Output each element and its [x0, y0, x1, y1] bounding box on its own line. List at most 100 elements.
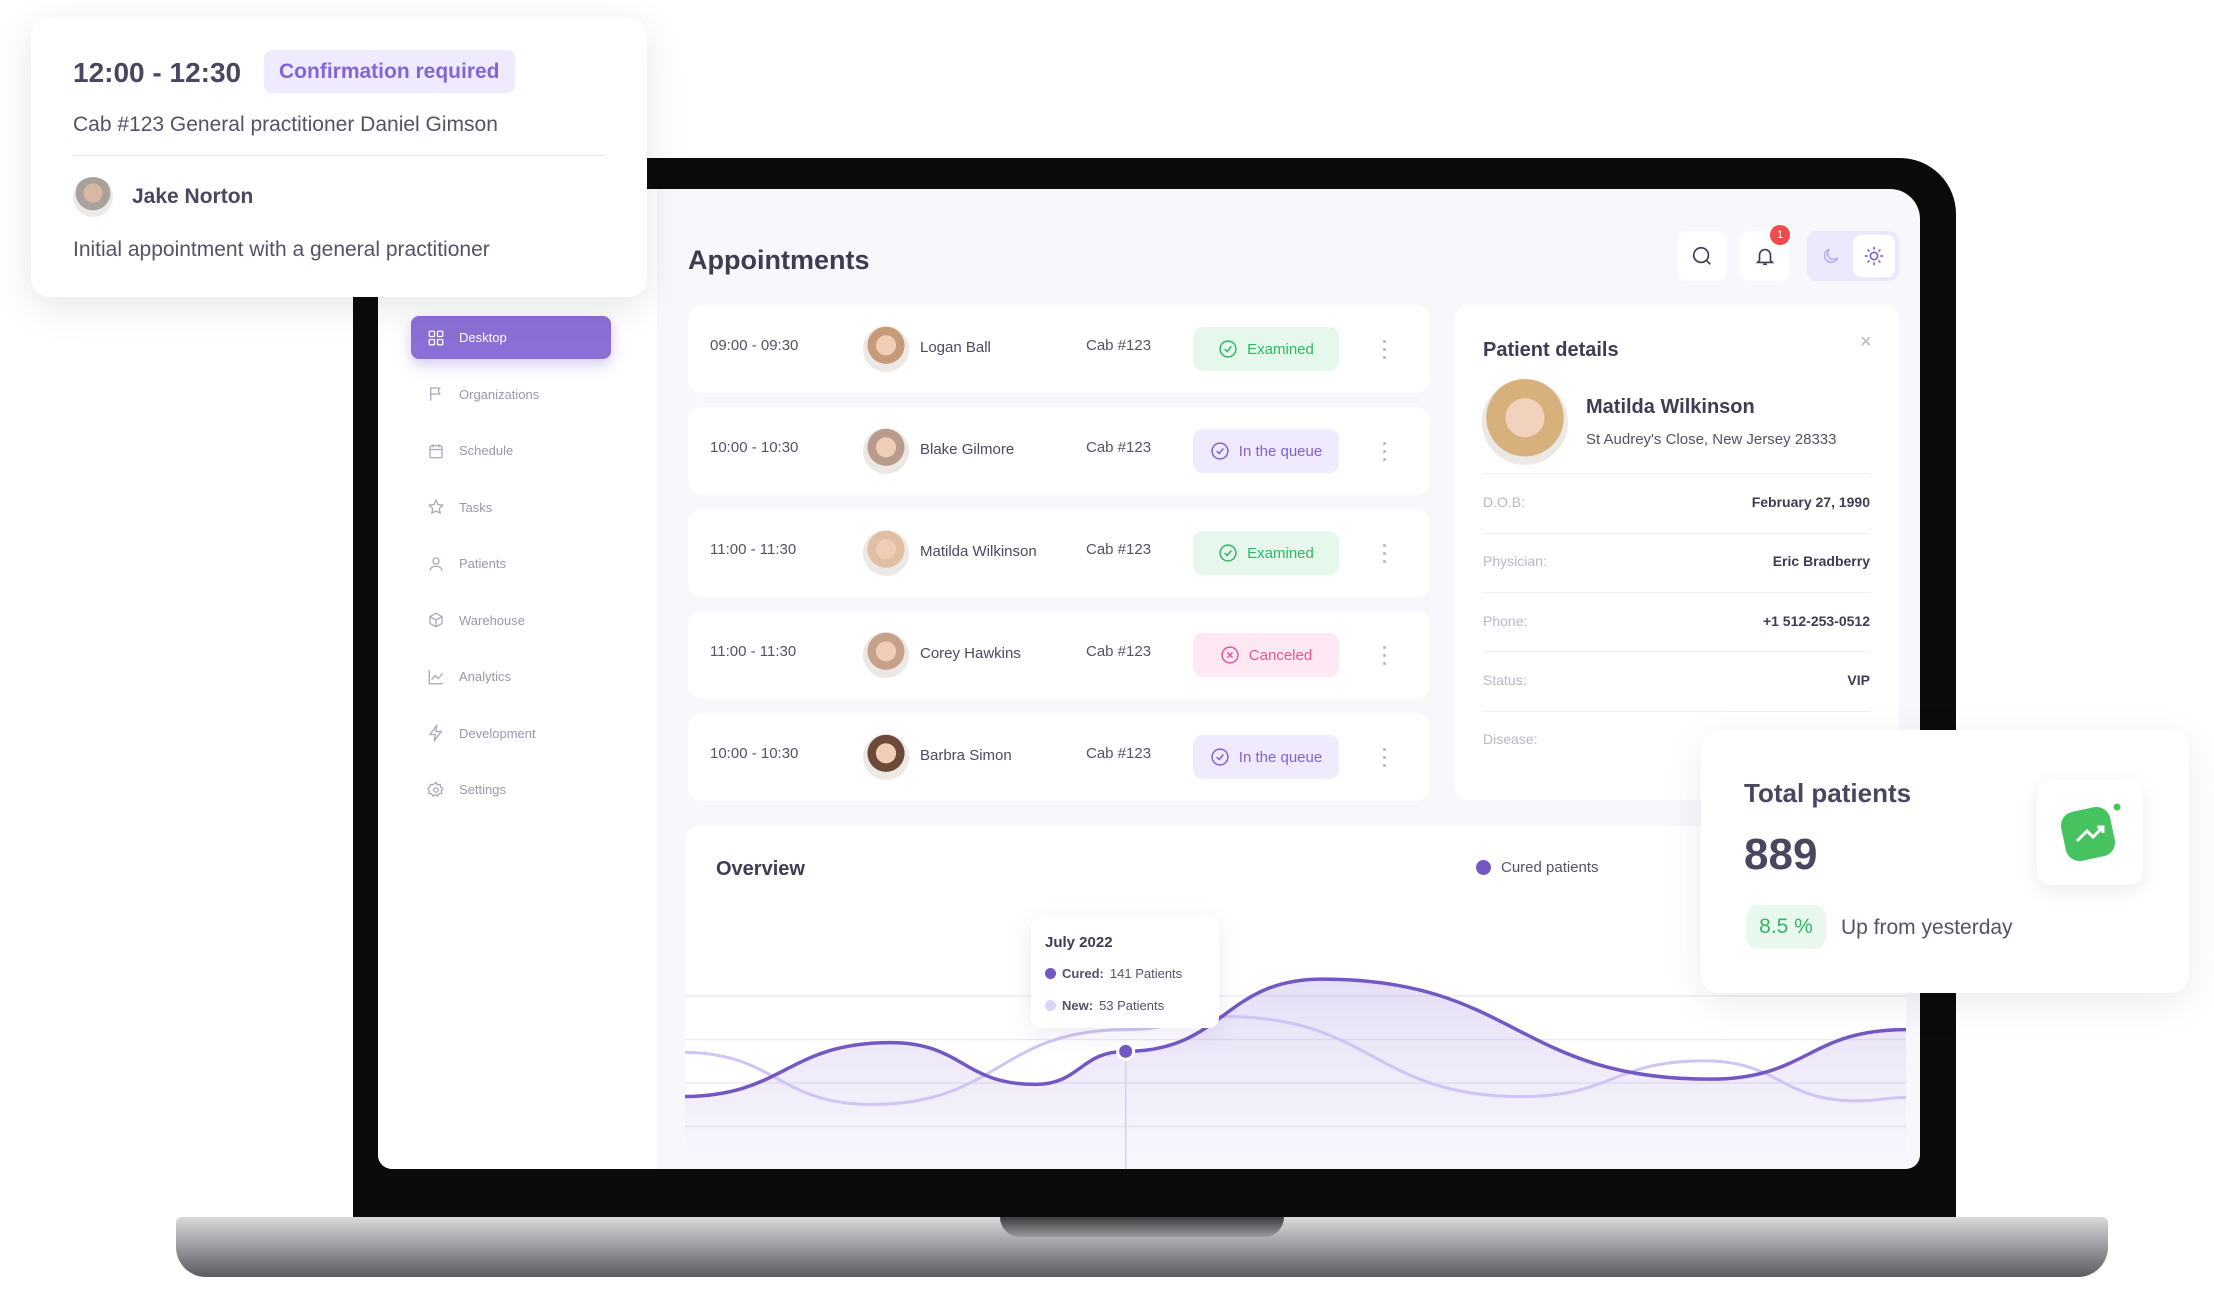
panel-title: Patient details: [1483, 339, 1619, 361]
sidebar-item-label: Schedule: [459, 443, 514, 458]
user-icon: [429, 556, 443, 571]
calendar-icon: [429, 443, 443, 458]
sidebar: Desktop Organizations Schedule Tasks Patient…: [378, 189, 657, 1169]
popup-details: Cab #123 General practitioner Daniel Gim…: [73, 113, 498, 136]
divider: [73, 155, 605, 156]
laptop-notch: [1000, 1217, 1284, 1237]
detail-row: Physician: Eric Bradberry: [1483, 553, 1870, 569]
patient-name: Matilda Wilkinson: [920, 543, 1037, 560]
sidebar-item-label: Organizations: [459, 386, 540, 402]
close-icon[interactable]: ×: [1860, 331, 1872, 353]
change-badge: 8.5 %: [1746, 905, 1826, 949]
more-options-icon[interactable]: [1378, 433, 1390, 469]
highlight-point[interactable]: [1116, 1041, 1136, 1061]
check-circle-icon: [1219, 544, 1237, 562]
status-badge: Examined: [1193, 327, 1339, 371]
sidebar-item-patients[interactable]: Patients: [411, 542, 611, 585]
more-options-icon[interactable]: [1378, 739, 1390, 775]
sun-icon: [1864, 246, 1884, 266]
growth-icon-tile: [2037, 779, 2143, 885]
appointment-row[interactable]: 11:00 - 11:30 Matilda Wilkinson Cab #123…: [688, 509, 1430, 597]
tooltip-cured: Cured: 141 Patients: [1045, 966, 1182, 981]
sidebar-item-tasks[interactable]: Tasks: [411, 486, 611, 529]
sidebar-item-settings[interactable]: Settings: [411, 768, 611, 811]
cured-area: [685, 979, 1906, 1169]
sidebar-item-label: Settings: [459, 782, 506, 797]
patient-avatar: [1482, 379, 1568, 465]
detail-row: Status: VIP: [1483, 672, 1870, 688]
avatar: [863, 734, 909, 780]
search-button[interactable]: [1677, 231, 1727, 281]
legend-dot: [1476, 860, 1491, 875]
appointment-row[interactable]: 10:00 - 10:30 Blake Gilmore Cab #123 In …: [688, 407, 1430, 495]
theme-toggle[interactable]: [1807, 231, 1899, 281]
total-value: 889: [1744, 830, 1818, 879]
detail-value: February 27, 1990: [1751, 494, 1870, 510]
divider: [1483, 533, 1870, 534]
sidebar-item-label: Tasks: [459, 499, 493, 515]
popup-description: Initial appointment with a general pract…: [73, 238, 490, 261]
divider: [1483, 592, 1870, 593]
cab-number: Cab #123: [1086, 541, 1152, 558]
check-circle-icon: [1211, 442, 1229, 460]
legend-cured: Cured patients: [1476, 859, 1599, 876]
detail-row: Phone: +1 512-253-0512: [1483, 613, 1870, 629]
detail-row: Disease:: [1483, 731, 1870, 747]
patient-address: St Audrey's Close, New Jersey 28333: [1586, 431, 1837, 448]
trend-up-icon: [2060, 803, 2121, 862]
popup-time: 12:00 - 12:30: [73, 57, 242, 88]
change-text: Up from yesterday: [1841, 916, 2013, 939]
sidebar-item-label: Analytics: [459, 669, 512, 684]
patient-name: Blake Gilmore: [920, 441, 1015, 458]
app-screen: Desktop Organizations Schedule Tasks Patient…: [378, 189, 1920, 1169]
sidebar-item-label: Patients: [459, 556, 506, 571]
sidebar-item-analytics[interactable]: Analytics: [411, 655, 611, 698]
appointment-time: 11:00 - 11:30: [710, 643, 797, 660]
detail-label: D.O.B:: [1483, 494, 1526, 510]
more-options-icon[interactable]: [1378, 331, 1390, 367]
bolt-icon: [428, 724, 443, 742]
appointment-row[interactable]: 09:00 - 09:30 Logan Ball Cab #123 Examin…: [688, 305, 1430, 393]
notifications-button[interactable]: 1: [1740, 225, 1790, 281]
total-patients-card: Total patients 889 8.5 % Up from yesterd…: [1701, 730, 2189, 993]
sidebar-item-development[interactable]: Development: [411, 712, 611, 755]
sidebar-item-warehouse[interactable]: Warehouse: [411, 599, 611, 642]
notification-badge: 1: [1770, 225, 1790, 245]
more-options-icon[interactable]: [1378, 535, 1390, 571]
divider: [1483, 473, 1870, 474]
appointment-row[interactable]: 10:00 - 10:30 Barbra Simon Cab #123 In t…: [688, 713, 1430, 801]
avatar: [863, 632, 909, 678]
sidebar-item-schedule[interactable]: Schedule: [411, 429, 611, 472]
cab-number: Cab #123: [1086, 439, 1152, 456]
series-new-line: [685, 1015, 1906, 1106]
appointment-time: 10:00 - 10:30: [710, 439, 799, 456]
popup-status-badge: Confirmation required: [264, 50, 515, 93]
box-icon: [429, 612, 443, 628]
total-title: Total patients: [1744, 778, 1912, 808]
appointment-popup: 12:00 - 12:30 Confirmation required Cab …: [31, 17, 647, 297]
popup-avatar: [73, 177, 113, 217]
status-badge: Canceled: [1193, 633, 1339, 677]
legend-label: Cured patients: [1501, 859, 1599, 876]
x-circle-icon: [1221, 646, 1239, 664]
status-badge: In the queue: [1193, 735, 1339, 779]
sidebar-item-label: Warehouse: [459, 612, 525, 628]
gear-icon: [427, 781, 444, 797]
series-cured-line: [685, 977, 1906, 1099]
detail-value: VIP: [1847, 671, 1870, 688]
chart-icon: [428, 669, 444, 684]
tooltip-new: New: 53 Patients: [1045, 998, 1164, 1013]
chart-tooltip: July 2022 Cured: 141 Patients New: 53 Pati…: [1031, 916, 1219, 1028]
detail-value: Eric Bradberry: [1772, 553, 1870, 570]
more-options-icon[interactable]: [1378, 637, 1390, 673]
detail-label: Phone:: [1483, 612, 1528, 629]
cab-number: Cab #123: [1086, 745, 1152, 762]
patient-name: Matilda Wilkinson: [1586, 396, 1755, 418]
appointment-time: 11:00 - 11:30: [710, 541, 797, 558]
sidebar-item-desktop[interactable]: Desktop: [411, 316, 611, 359]
appointment-row[interactable]: 11:00 - 11:30 Corey Hawkins Cab #123 Can…: [688, 611, 1430, 699]
sidebar-item-organizations[interactable]: Organizations: [411, 373, 611, 416]
detail-label: Status:: [1483, 671, 1527, 688]
status-badge: In the queue: [1193, 429, 1339, 473]
cab-number: Cab #123: [1086, 643, 1152, 660]
